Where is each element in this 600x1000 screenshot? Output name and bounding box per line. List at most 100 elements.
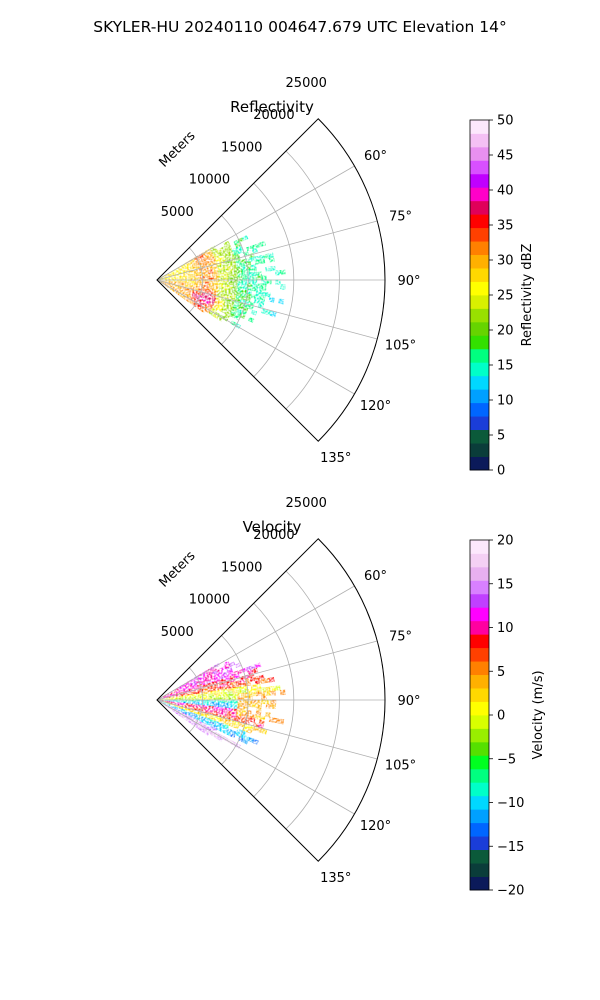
echo-cell [227, 285, 234, 289]
echo-cell [206, 680, 212, 685]
echo-cell [219, 255, 226, 260]
echo-cell [188, 709, 194, 714]
echo-cell [208, 254, 215, 259]
velocity-title: Velocity [243, 518, 302, 536]
echo-cell [237, 689, 243, 694]
echo-cell [213, 692, 220, 696]
echo-cell [222, 688, 229, 693]
echo-cell [171, 701, 177, 703]
azimuth-spoke [156, 279, 355, 395]
echo-cell [259, 678, 266, 684]
echo-cell [206, 715, 212, 720]
echo-cell [249, 256, 256, 262]
echo-cell [202, 292, 208, 296]
echo-cell [184, 284, 191, 287]
echo-cell [212, 733, 219, 740]
echo-cell [181, 712, 188, 717]
colorbar-swatch [470, 321, 489, 336]
colorbar-swatch [470, 443, 489, 457]
echo-cell [170, 692, 176, 696]
echo-cell [183, 268, 190, 272]
echo-cell [240, 712, 247, 718]
echo-cell [251, 286, 257, 292]
range-tick-label: 20000 [253, 528, 294, 543]
echo-cell [217, 689, 224, 693]
echo-cell [261, 728, 268, 735]
echo-cell [179, 707, 185, 710]
echo-cell [169, 691, 176, 695]
echo-cell [218, 699, 224, 703]
echo-cell [200, 306, 207, 312]
echo-cell [224, 243, 232, 249]
echo-cell [227, 270, 234, 275]
colorbar-swatch [470, 715, 489, 729]
echo-cell [273, 717, 280, 724]
range-tick-label: 10000 [189, 593, 230, 608]
echo-cell [242, 279, 248, 284]
echo-cell [171, 696, 177, 699]
echo-cell [187, 685, 194, 689]
echo-cell [232, 304, 240, 310]
echo-cell [175, 272, 181, 275]
echo-cell [265, 686, 272, 692]
echo-cell [180, 693, 186, 696]
echo-cell [198, 300, 205, 306]
echo-cell [206, 725, 213, 730]
echo-cell [161, 696, 167, 699]
echo-cell [227, 669, 234, 675]
echo-cell [180, 694, 186, 697]
echo-cell [165, 274, 172, 278]
colorbar-swatch [470, 863, 489, 877]
echo-cell [200, 680, 207, 684]
echo-cell [166, 281, 172, 284]
echo-cell [205, 678, 212, 683]
echo-cell [180, 701, 186, 704]
echo-cell [212, 710, 219, 715]
echo-cell [174, 270, 180, 274]
echo-cell [169, 271, 175, 275]
echo-cell [175, 283, 181, 286]
echo-cell [256, 271, 262, 277]
echo-cell [223, 699, 229, 703]
echo-cell [174, 269, 180, 273]
echo-cell [223, 697, 229, 700]
echo-cell [264, 712, 271, 718]
echo-cell [270, 311, 277, 318]
echo-cell [166, 278, 172, 280]
echo-cell [165, 284, 171, 288]
echo-cell [227, 688, 233, 692]
echo-cell [237, 273, 243, 277]
echo-cell [180, 284, 186, 287]
echo-cell [165, 702, 172, 706]
echo-cell [203, 254, 210, 259]
echo-cell [188, 720, 194, 725]
colorbar-swatch [470, 362, 489, 377]
echo-cell [184, 693, 191, 696]
echo-cell [166, 697, 172, 699]
echo-cell [177, 290, 184, 294]
echo-cell [233, 673, 240, 679]
colorbar-swatch [470, 281, 489, 296]
echo-cell [186, 682, 193, 687]
azimuth-spoke [156, 220, 378, 281]
echo-cell [204, 719, 211, 724]
echo-cell [208, 273, 215, 276]
echo-cell [218, 697, 224, 700]
echo-cell [278, 718, 285, 725]
echo-cell [194, 704, 201, 707]
echo-cell [233, 314, 240, 321]
echo-cell [179, 690, 185, 693]
echo-cell [216, 316, 223, 322]
echo-cell [203, 271, 210, 275]
echo-cell [204, 695, 210, 699]
echo-cell [198, 720, 205, 726]
echo-cell [171, 277, 177, 279]
echo-cell [165, 283, 171, 287]
echo-cell [169, 285, 175, 289]
echo-cell [251, 703, 258, 708]
echo-cell [205, 717, 212, 722]
echo-cell [228, 276, 234, 280]
echo-cell [250, 244, 257, 250]
echo-cell [216, 727, 223, 732]
echo-cell [182, 684, 188, 689]
